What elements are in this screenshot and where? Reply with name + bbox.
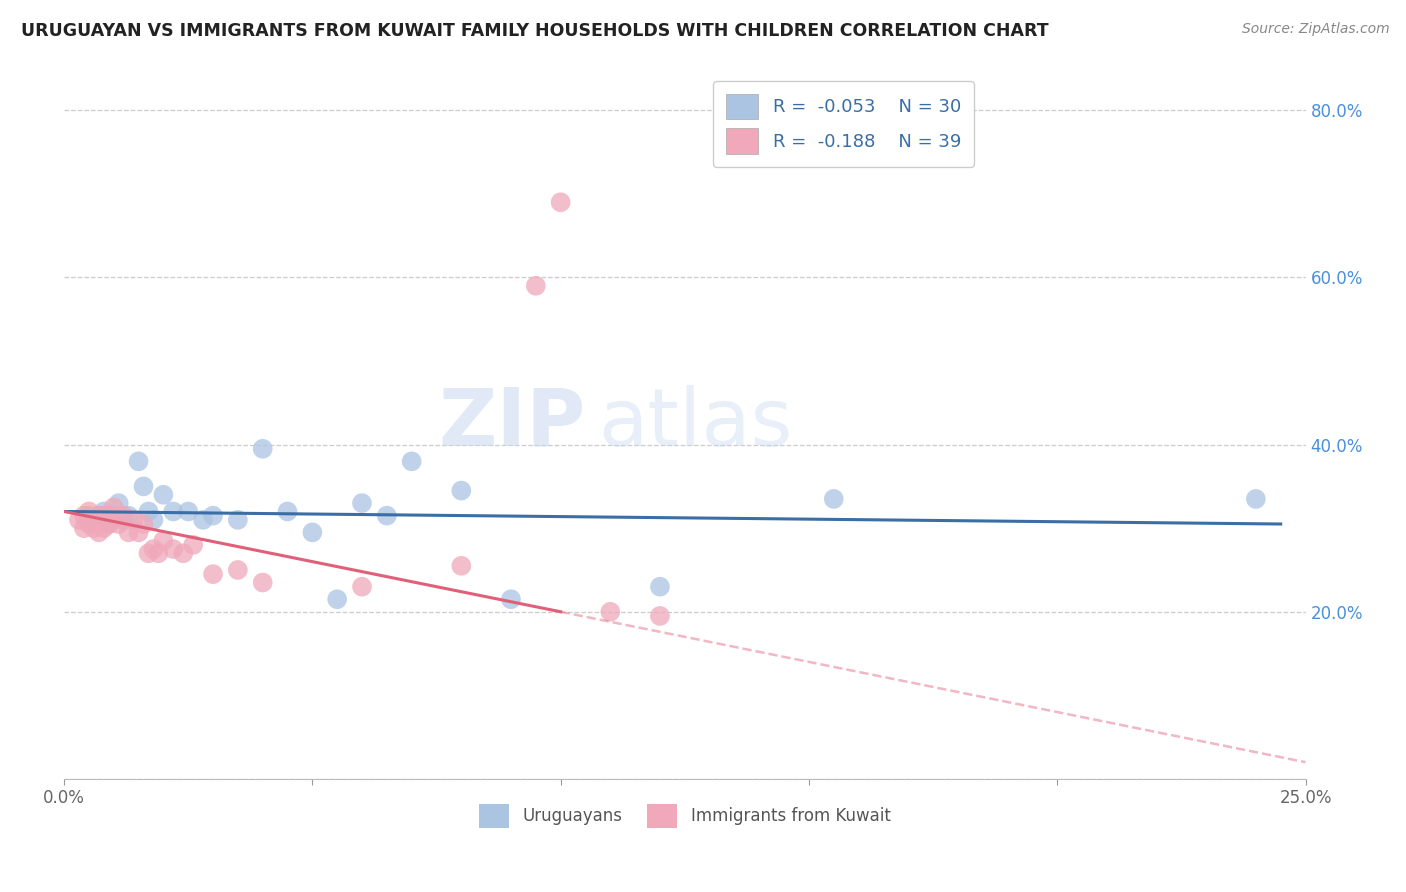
- Point: [117, 525, 139, 540]
- Point: [112, 508, 135, 523]
- Point: [152, 533, 174, 548]
- Point: [142, 542, 165, 557]
- Point: [524, 278, 547, 293]
- Point: [87, 508, 110, 523]
- Point: [202, 567, 225, 582]
- Point: [83, 513, 105, 527]
- Point: [103, 508, 125, 523]
- Point: [152, 488, 174, 502]
- Point: [162, 504, 184, 518]
- Point: [97, 508, 120, 523]
- Point: [93, 521, 115, 535]
- Point: [450, 483, 472, 498]
- Point: [73, 521, 96, 535]
- Text: URUGUAYAN VS IMMIGRANTS FROM KUWAIT FAMILY HOUSEHOLDS WITH CHILDREN CORRELATION : URUGUAYAN VS IMMIGRANTS FROM KUWAIT FAMI…: [21, 22, 1049, 40]
- Point: [252, 575, 274, 590]
- Point: [499, 592, 522, 607]
- Text: atlas: atlas: [598, 384, 792, 463]
- Point: [132, 479, 155, 493]
- Point: [128, 525, 150, 540]
- Point: [450, 558, 472, 573]
- Point: [87, 508, 110, 523]
- Point: [648, 609, 671, 624]
- Point: [191, 513, 214, 527]
- Point: [599, 605, 621, 619]
- Point: [1244, 491, 1267, 506]
- Point: [77, 504, 100, 518]
- Point: [73, 508, 96, 523]
- Point: [77, 513, 100, 527]
- Point: [67, 513, 90, 527]
- Point: [177, 504, 200, 518]
- Point: [107, 516, 129, 531]
- Point: [87, 525, 110, 540]
- Point: [172, 546, 194, 560]
- Point: [87, 516, 110, 531]
- Point: [181, 538, 204, 552]
- Point: [350, 580, 373, 594]
- Point: [162, 542, 184, 557]
- Point: [77, 508, 100, 523]
- Point: [148, 546, 170, 560]
- Point: [93, 504, 115, 518]
- Point: [226, 513, 249, 527]
- Point: [97, 516, 120, 531]
- Text: ZIP: ZIP: [439, 384, 585, 463]
- Point: [107, 496, 129, 510]
- Legend: Uruguayans, Immigrants from Kuwait: Uruguayans, Immigrants from Kuwait: [472, 797, 897, 835]
- Point: [326, 592, 349, 607]
- Point: [122, 513, 145, 527]
- Point: [138, 546, 160, 560]
- Point: [103, 500, 125, 515]
- Point: [97, 516, 120, 531]
- Point: [112, 513, 135, 527]
- Point: [301, 525, 323, 540]
- Point: [103, 513, 125, 527]
- Point: [375, 508, 398, 523]
- Point: [117, 508, 139, 523]
- Point: [132, 516, 155, 531]
- Point: [823, 491, 845, 506]
- Point: [350, 496, 373, 510]
- Point: [138, 504, 160, 518]
- Point: [550, 195, 572, 210]
- Point: [128, 454, 150, 468]
- Point: [226, 563, 249, 577]
- Point: [83, 521, 105, 535]
- Point: [648, 580, 671, 594]
- Point: [77, 516, 100, 531]
- Point: [252, 442, 274, 456]
- Point: [93, 508, 115, 523]
- Text: Source: ZipAtlas.com: Source: ZipAtlas.com: [1241, 22, 1389, 37]
- Point: [401, 454, 423, 468]
- Point: [276, 504, 298, 518]
- Point: [202, 508, 225, 523]
- Point: [142, 513, 165, 527]
